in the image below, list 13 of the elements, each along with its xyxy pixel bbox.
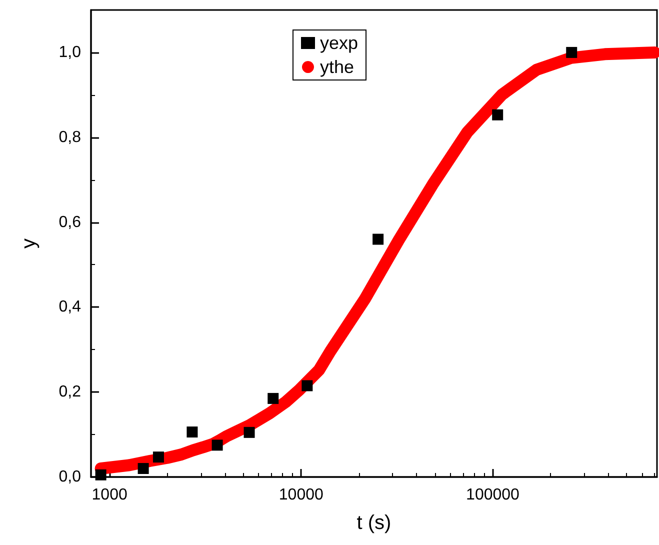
- y-axis-title: y: [18, 238, 40, 248]
- x-tick-label: 100000: [466, 486, 520, 504]
- y-tick-label: 0,8: [58, 128, 82, 146]
- legend-label: ythe: [320, 57, 354, 77]
- y-tick-label: 0,6: [58, 214, 82, 231]
- x-axis-title: t (s): [356, 512, 392, 534]
- y-tick-label: 0,2: [58, 384, 82, 401]
- y-tick-label: 0,0: [58, 468, 82, 486]
- y-tick-label: 1,0: [58, 44, 82, 61]
- legend-label: yexp: [320, 33, 358, 53]
- y-tick-label: 0,4: [58, 298, 82, 316]
- x-tick-label: 1000: [92, 486, 128, 504]
- x-tick-label: 10000: [278, 486, 324, 504]
